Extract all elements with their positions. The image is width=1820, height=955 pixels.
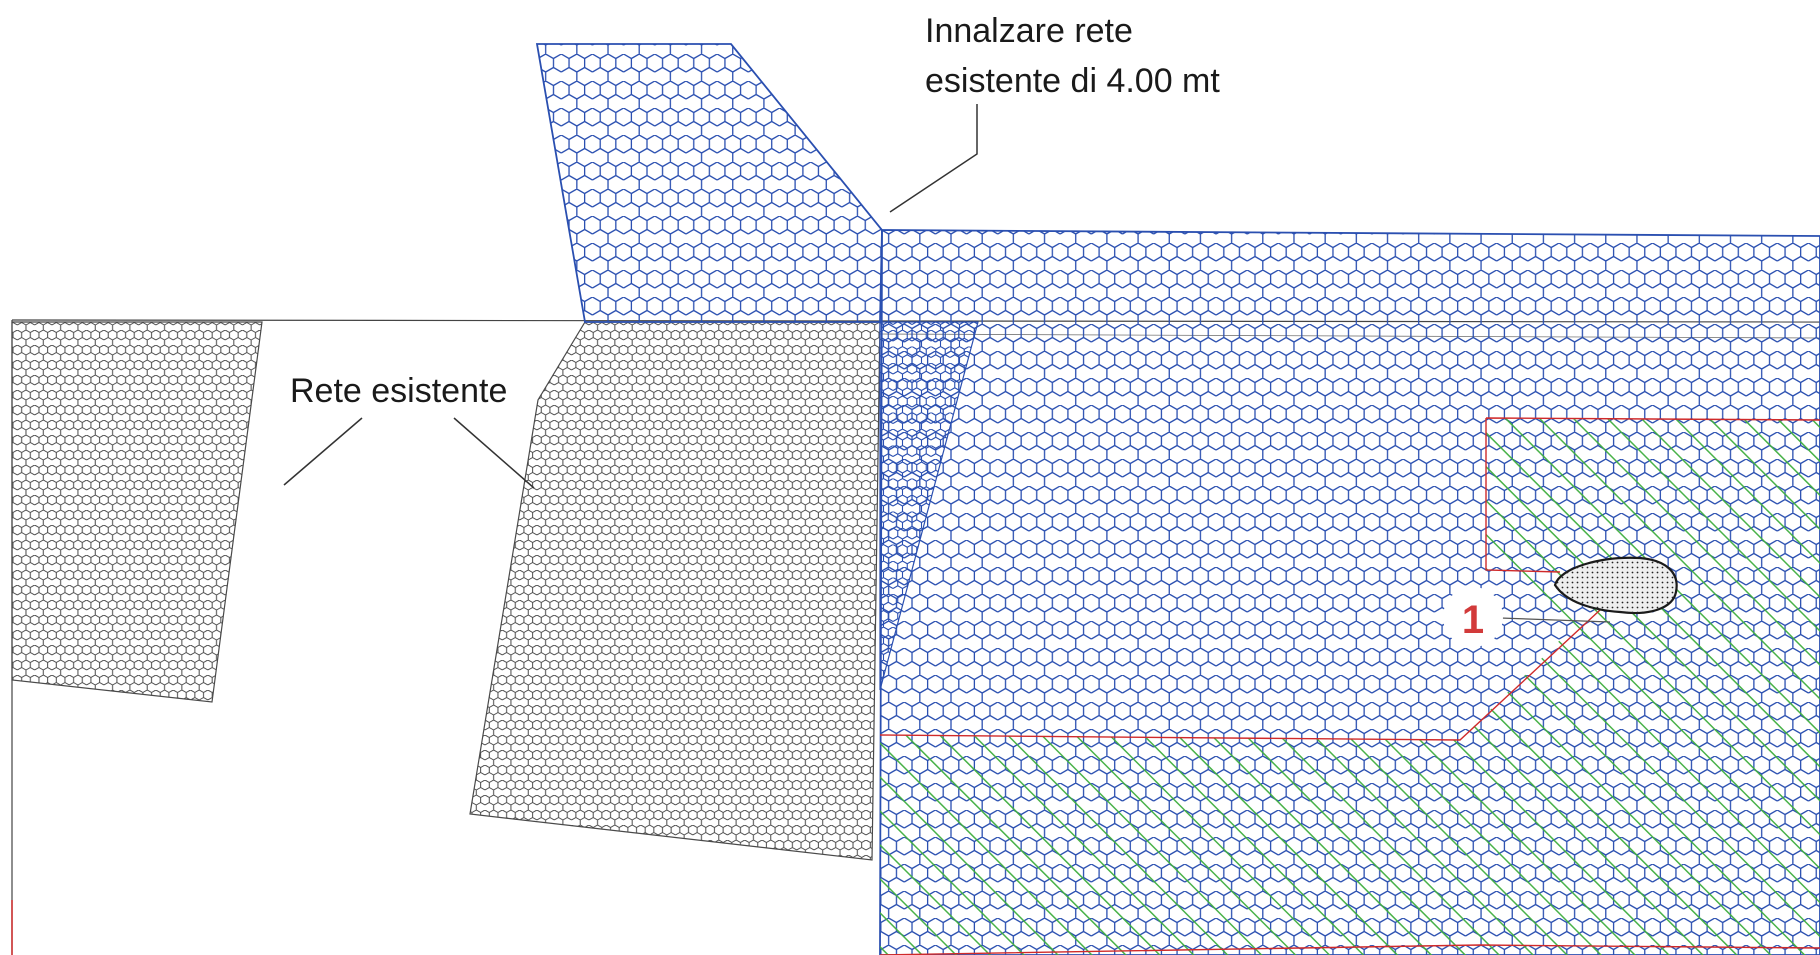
marker-1: 1 bbox=[1443, 587, 1503, 647]
rock-element bbox=[1499, 556, 1678, 623]
marker-number: 1 bbox=[1462, 598, 1484, 642]
existing-net-panel-center bbox=[469, 321, 881, 861]
leader-raise-net bbox=[889, 104, 978, 213]
existing-net-label: Rete esistente bbox=[290, 372, 507, 410]
leader-existing-net-right bbox=[453, 417, 535, 489]
existing-net-panel-left bbox=[11, 321, 263, 703]
raise-net-label-line1: Innalzare rete bbox=[925, 12, 1133, 50]
raise-net-label-line2: esistente di 4.00 mt bbox=[925, 62, 1220, 100]
intervention-area bbox=[879, 417, 1820, 955]
leader-existing-net-left bbox=[283, 417, 363, 486]
raised-net-upper-panel bbox=[535, 43, 883, 323]
